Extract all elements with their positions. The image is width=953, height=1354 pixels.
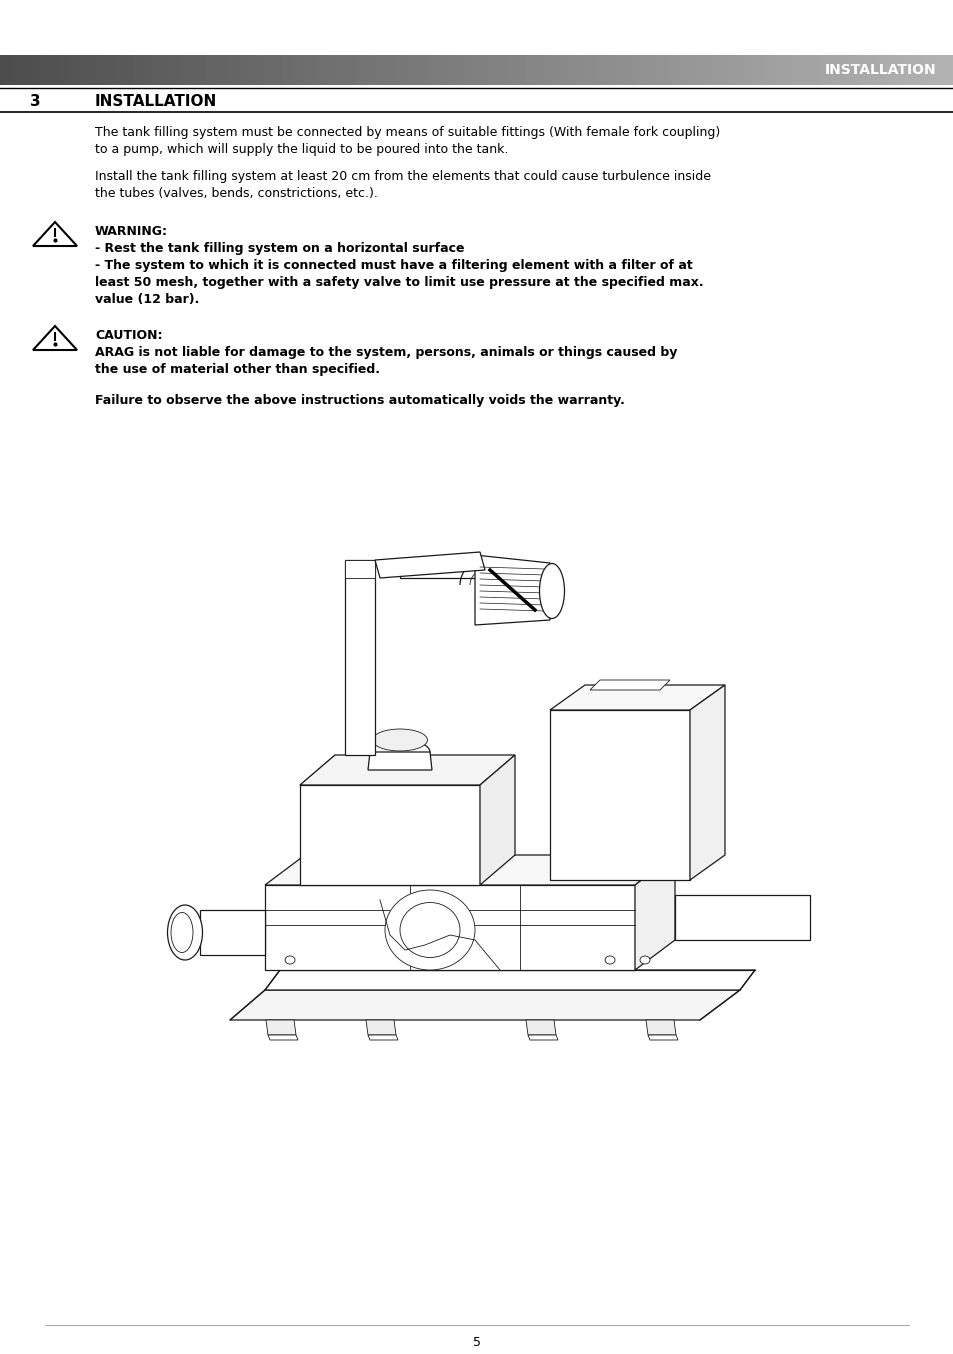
Polygon shape [645,1020,676,1034]
Polygon shape [200,910,265,955]
Ellipse shape [539,563,564,619]
Polygon shape [266,1020,295,1034]
Polygon shape [647,1034,678,1040]
Ellipse shape [385,890,475,969]
Polygon shape [368,751,432,770]
Text: value (12 bar).: value (12 bar). [95,292,199,306]
Polygon shape [525,1020,556,1034]
Text: Install the tank filling system at least 20 cm from the elements that could caus: Install the tank filling system at least… [95,171,710,183]
Polygon shape [550,685,724,709]
Polygon shape [689,685,724,880]
Text: the tubes (valves, bends, constrictions, etc.).: the tubes (valves, bends, constrictions,… [95,187,377,200]
Text: CAUTION:: CAUTION: [95,329,162,343]
Polygon shape [299,785,479,886]
Text: Failure to observe the above instructions automatically voids the warranty.: Failure to observe the above instruction… [95,394,624,408]
Polygon shape [475,555,550,626]
Polygon shape [399,561,504,578]
Ellipse shape [399,903,459,957]
Polygon shape [268,1034,297,1040]
Polygon shape [550,709,689,880]
Polygon shape [635,854,675,969]
Polygon shape [265,854,675,886]
Text: least 50 mesh, together with a safety valve to limit use pressure at the specifi: least 50 mesh, together with a safety va… [95,276,703,288]
Polygon shape [479,756,515,886]
Polygon shape [299,756,515,785]
Polygon shape [366,1020,395,1034]
Text: 5: 5 [473,1336,480,1350]
Polygon shape [265,969,754,990]
Polygon shape [589,680,669,691]
Ellipse shape [639,956,649,964]
Text: INSTALLATION: INSTALLATION [95,93,217,108]
Polygon shape [527,1034,558,1040]
Text: to a pump, which will supply the liquid to be poured into the tank.: to a pump, which will supply the liquid … [95,144,508,156]
Polygon shape [345,561,375,756]
Ellipse shape [372,728,427,751]
Text: the use of material other than specified.: the use of material other than specified… [95,363,379,376]
Ellipse shape [370,739,430,765]
Ellipse shape [168,904,202,960]
Text: - The system to which it is connected must have a filtering element with a filte: - The system to which it is connected mu… [95,259,692,272]
Text: ARAG is not liable for damage to the system, persons, animals or things caused b: ARAG is not liable for damage to the sys… [95,347,677,359]
Polygon shape [230,990,740,1020]
Ellipse shape [604,956,615,964]
Polygon shape [265,886,635,969]
Text: WARNING:: WARNING: [95,225,168,238]
Polygon shape [368,1034,397,1040]
Text: The tank filling system must be connected by means of suitable fittings (With fe: The tank filling system must be connecte… [95,126,720,139]
Polygon shape [345,561,375,578]
Text: 3: 3 [30,93,41,108]
Ellipse shape [171,913,193,952]
Text: - Rest the tank filling system on a horizontal surface: - Rest the tank filling system on a hori… [95,242,464,255]
Polygon shape [375,552,484,578]
Polygon shape [675,895,809,940]
Ellipse shape [285,956,294,964]
Text: INSTALLATION: INSTALLATION [823,64,935,77]
